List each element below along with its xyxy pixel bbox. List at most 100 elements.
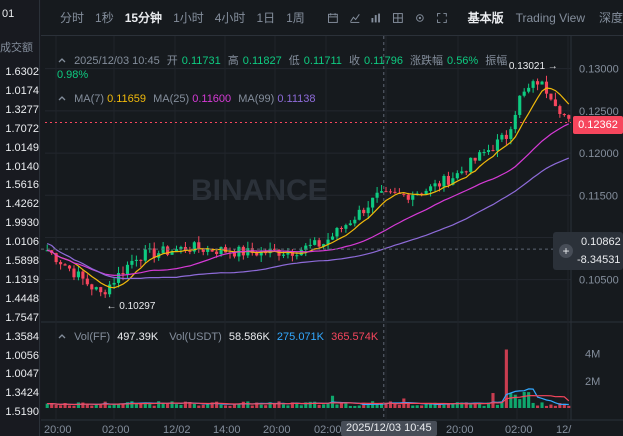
volume-bar (437, 403, 442, 408)
volume-bar (544, 405, 549, 408)
order-book-column: 01 成交额 1.6302 1.0174 1.3277 1.7072 1.0149 1.0… (0, 0, 40, 436)
candle-body (112, 282, 116, 285)
volume-bar (464, 402, 468, 408)
view-basic-tab[interactable]: 基本版 (467, 11, 504, 25)
candle-body (219, 247, 223, 255)
volume-bar (219, 404, 223, 408)
volume-bar (567, 405, 571, 408)
candle-body (232, 252, 237, 257)
view-depth-tab[interactable]: 深度 (598, 11, 623, 25)
volume-bar (45, 403, 49, 408)
collapse-arrow-icon[interactable] (57, 94, 67, 104)
candle-body (562, 113, 566, 116)
candle-body (411, 195, 415, 200)
volume-bar (281, 404, 286, 408)
time-axis-label: 02:00 (314, 424, 342, 436)
time-axis-label: 20:00 (44, 424, 72, 436)
candle-body (495, 139, 500, 151)
info-close-label: 收 (349, 55, 360, 67)
chart-panel[interactable]: 分时 1秒 15分钟 1小时 4小时 1日 1周 基本版 Trading Vie… (41, 0, 623, 436)
candle-body (273, 248, 277, 250)
volume-bar (531, 402, 535, 408)
volume-bar (116, 403, 121, 408)
volume-bar (85, 404, 89, 408)
volume-bar (130, 401, 134, 408)
chart-type-icon[interactable] (349, 10, 361, 26)
order-book-subheader: 成交额 (0, 42, 33, 54)
volume-bar (152, 405, 156, 408)
volume-bar (339, 403, 343, 408)
candle-body (295, 255, 299, 257)
volume-bar (286, 405, 290, 408)
fullscreen-icon[interactable] (436, 10, 448, 26)
volume-bar (491, 393, 495, 408)
tf-1w[interactable]: 1周 (286, 11, 305, 25)
candle-body (553, 99, 557, 107)
tf-timeline[interactable]: 分时 (60, 11, 85, 25)
volume-bar (170, 401, 174, 408)
volume-bar (112, 403, 116, 408)
candle-body (223, 247, 228, 253)
volume-axis-label: 4M (585, 349, 600, 361)
tf-4h[interactable]: 4小时 (214, 11, 246, 25)
candle-body (437, 183, 442, 187)
candle-body (335, 227, 339, 237)
info-open-label: 开 (166, 55, 178, 67)
time-axis-label: 20:00 (263, 424, 291, 436)
candle-body (509, 129, 513, 139)
calendar-icon[interactable] (327, 10, 339, 26)
tf-1h[interactable]: 1小时 (173, 11, 204, 25)
candle-body (478, 152, 482, 161)
volume-bar (429, 403, 433, 408)
ma99-label: MA(99) (238, 93, 275, 105)
vol-ma2-value: 365.574K (331, 331, 379, 343)
volume-bar (451, 403, 455, 408)
info-datetime: 2025/12/03 10:45 (74, 55, 160, 67)
info-amp-label: 振幅 (485, 55, 508, 67)
candle-body (518, 95, 522, 115)
volume-bar (460, 402, 464, 408)
volume-bar (486, 402, 491, 408)
crosshair-price-box[interactable]: + 0.10862 -8.34531 (553, 232, 623, 270)
volume-bar (246, 401, 250, 408)
candle-body (379, 191, 384, 193)
settings-icon[interactable] (414, 10, 426, 26)
indicator-icon[interactable] (370, 10, 382, 26)
tf-15m[interactable]: 15分钟 (124, 11, 163, 25)
volume-bar (393, 402, 397, 408)
volume-bar (174, 404, 179, 408)
volume-bar (455, 402, 459, 408)
candle-body (442, 175, 446, 187)
candle-body (139, 259, 143, 261)
volume-bar (518, 399, 522, 408)
volume-bar (161, 402, 165, 408)
vol-usdt-label: Vol(USDT) (169, 331, 222, 343)
volume-bar (379, 404, 384, 408)
high-price-marker: 0.13021 → (509, 61, 558, 72)
price-axis-label: 0.13000 (579, 64, 619, 76)
add-order-icon[interactable]: + (559, 244, 573, 258)
volume-bar (362, 402, 366, 408)
candle-body (322, 244, 326, 247)
tf-1d[interactable]: 1日 (256, 11, 276, 25)
order-book-row: 1.0056 (5, 349, 39, 362)
candle-body (188, 250, 192, 252)
view-tradingview-tab[interactable]: Trading View (515, 10, 585, 25)
volume-bar (250, 405, 254, 408)
last-price-tag: 0.12362 (573, 116, 623, 134)
volume-bar (210, 402, 214, 408)
order-book-row: 1.0149 (5, 141, 39, 154)
volume-bar (500, 401, 504, 408)
info-close: 0.11796 (364, 55, 403, 67)
candle-body (531, 81, 535, 88)
tf-1s[interactable]: 1秒 (95, 11, 114, 25)
candle-body (330, 236, 335, 240)
candle-body (348, 223, 352, 226)
collapse-arrow-icon[interactable] (57, 56, 67, 66)
candle-body (166, 246, 170, 255)
time-axis-label: 12/02 (163, 424, 191, 436)
time-axis-label: 02:00 (102, 424, 130, 436)
collapse-arrow-icon[interactable] (57, 332, 67, 342)
layout-icon[interactable] (392, 10, 404, 26)
candle-body (540, 81, 544, 85)
